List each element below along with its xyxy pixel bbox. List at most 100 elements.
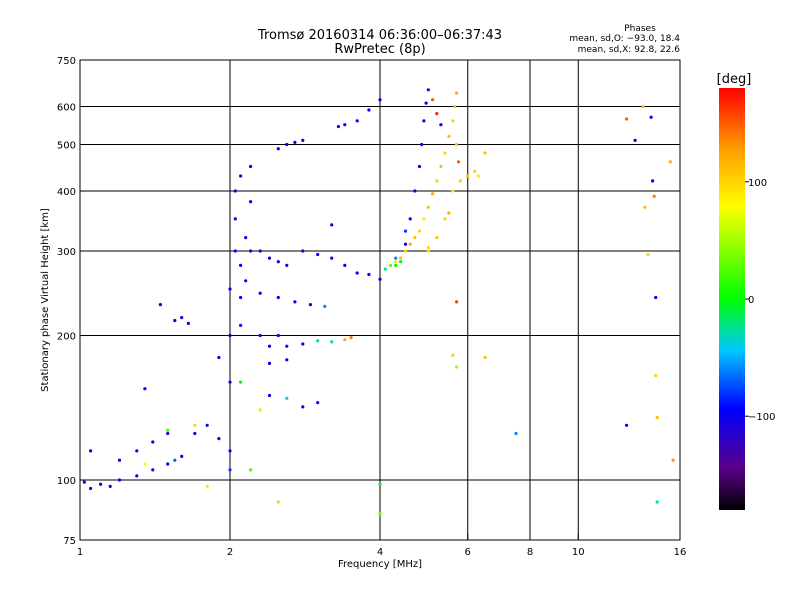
y-tick-label: 750 (57, 56, 76, 67)
data-point (249, 249, 253, 253)
data-point (217, 437, 221, 441)
data-point (330, 256, 334, 260)
data-point (166, 462, 170, 466)
data-point (180, 454, 184, 458)
y-tick-label: 100 (57, 476, 76, 487)
data-point (239, 380, 243, 384)
data-point (447, 211, 451, 215)
data-point (228, 333, 232, 338)
data-point (249, 468, 253, 472)
data-point (258, 249, 262, 253)
data-point (426, 205, 430, 209)
data-point (403, 229, 408, 233)
data-point (455, 365, 459, 369)
data-point (413, 236, 417, 240)
data-point (403, 249, 408, 253)
stats-heading: Phases (624, 24, 656, 34)
data-point (135, 449, 139, 453)
data-point (439, 123, 443, 127)
data-point (180, 316, 184, 320)
data-point (233, 189, 237, 193)
data-point (378, 482, 382, 486)
data-point (399, 256, 403, 260)
data-point (443, 151, 447, 155)
data-point (267, 256, 272, 260)
data-point (285, 142, 289, 147)
data-point (413, 189, 417, 193)
data-point (258, 408, 262, 412)
data-point (239, 263, 243, 267)
data-point (228, 287, 232, 291)
data-point (276, 260, 280, 264)
data-point (378, 98, 382, 102)
data-point (394, 260, 398, 264)
data-point (89, 449, 93, 453)
data-point (158, 303, 162, 307)
data-point (483, 355, 487, 360)
data-point (276, 295, 280, 300)
data-point (205, 423, 209, 427)
data-point (117, 478, 122, 482)
x-tick-label: 1 (77, 547, 83, 558)
data-point (89, 486, 93, 491)
colorbar-tick-label: 100 (748, 178, 767, 189)
data-point (117, 458, 122, 462)
data-point (443, 217, 447, 221)
data-point (403, 242, 408, 246)
x-axis-label: Frequency [MHz] (338, 559, 422, 570)
data-point (367, 108, 371, 112)
data-point (82, 480, 86, 484)
colorbar (719, 88, 745, 510)
data-point (378, 277, 382, 281)
data-point (151, 440, 155, 444)
stats-line-o: mean, sd,O: −93.0, 18.4 (569, 34, 680, 44)
data-point (646, 252, 650, 257)
data-point (285, 358, 289, 362)
data-point (186, 321, 190, 325)
data-point (228, 468, 232, 472)
data-point (625, 117, 629, 121)
data-point (435, 179, 439, 183)
data-point (258, 333, 262, 338)
y-tick-label: 200 (57, 332, 76, 343)
data-point (343, 263, 347, 267)
data-point (654, 295, 658, 300)
data-point (267, 361, 272, 365)
data-point (166, 428, 170, 432)
data-point (173, 458, 177, 462)
data-point (108, 484, 112, 488)
data-point (417, 229, 422, 233)
data-point (239, 295, 243, 300)
data-point (476, 174, 480, 178)
data-point (301, 249, 305, 253)
data-point (394, 256, 398, 260)
data-point (367, 272, 371, 277)
data-point (394, 263, 398, 267)
data-point (378, 512, 382, 516)
data-point (451, 189, 455, 193)
data-point (655, 500, 659, 504)
data-point (233, 217, 237, 221)
data-point (455, 91, 459, 95)
data-point (641, 104, 645, 109)
data-point (451, 119, 455, 123)
data-point (473, 169, 477, 173)
data-point (135, 474, 139, 478)
data-point (431, 192, 435, 196)
x-tick-label: 8 (527, 547, 533, 558)
data-point (249, 164, 253, 169)
x-tick-label: 2 (227, 547, 233, 558)
data-point (151, 468, 155, 472)
data-point (439, 164, 443, 169)
data-point (451, 353, 455, 357)
y-tick-label: 600 (57, 103, 76, 114)
colorbar-label: [deg] (717, 72, 752, 87)
chart-subtitle: RwPretec (8p) (334, 42, 425, 57)
y-tick-label: 75 (63, 536, 76, 547)
data-point (455, 142, 459, 147)
x-tick-label: 16 (674, 547, 687, 558)
data-point (285, 344, 289, 348)
data-point (422, 217, 426, 221)
data-point (293, 140, 297, 144)
